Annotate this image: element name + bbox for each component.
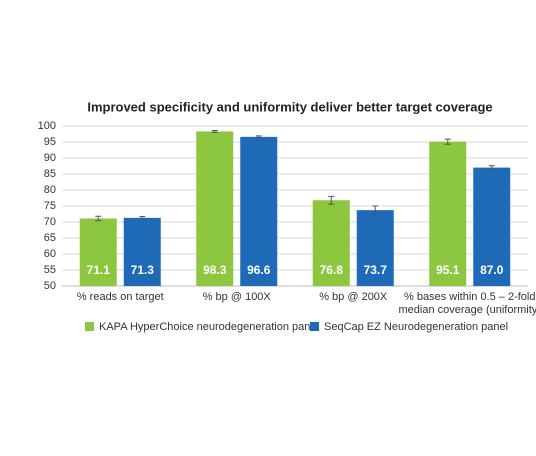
data-label: 76.8 [320,263,344,277]
y-tick-label: 80 [44,184,56,196]
data-label: 96.6 [247,263,271,277]
x-tick-label: % bp @ 100X [202,291,271,303]
y-tick-label: 100 [38,120,56,132]
x-tick-label: % reads on target [76,291,164,303]
legend-label: SeqCap EZ Neurodegeneration panel [324,321,508,333]
bar [473,167,511,286]
y-tick-label: 50 [44,280,56,292]
bar [123,217,161,286]
legend-label: KAPA HyperChoice neurodegeneration panel [99,321,319,333]
bar [312,200,350,286]
y-tick-label: 65 [44,232,56,244]
data-label: 98.3 [203,263,227,277]
chart-title: Improved specificity and uniformity deli… [87,99,492,114]
x-tick-label: % bases within 0.5 – 2-fold median cover… [398,291,536,316]
data-label: 71.3 [131,263,155,277]
data-label: 95.1 [436,263,460,277]
bar [79,218,117,286]
bar [356,210,394,286]
legend-swatch [310,322,319,331]
bar [240,136,278,286]
y-tick-label: 85 [44,168,56,180]
y-tick-label: 55 [44,264,56,276]
data-label: 87.0 [480,263,504,277]
data-label: 71.1 [87,263,111,277]
bar [429,141,467,286]
y-tick-label: 95 [44,136,56,148]
bar [196,131,234,286]
data-label: 73.7 [364,263,388,277]
y-tick-label: 90 [44,152,56,164]
x-tick-label: % bp @ 200X [319,291,388,303]
legend-swatch [85,322,94,331]
y-tick-label: 60 [44,248,56,260]
y-tick-label: 70 [44,216,56,228]
y-tick-label: 75 [44,200,56,212]
